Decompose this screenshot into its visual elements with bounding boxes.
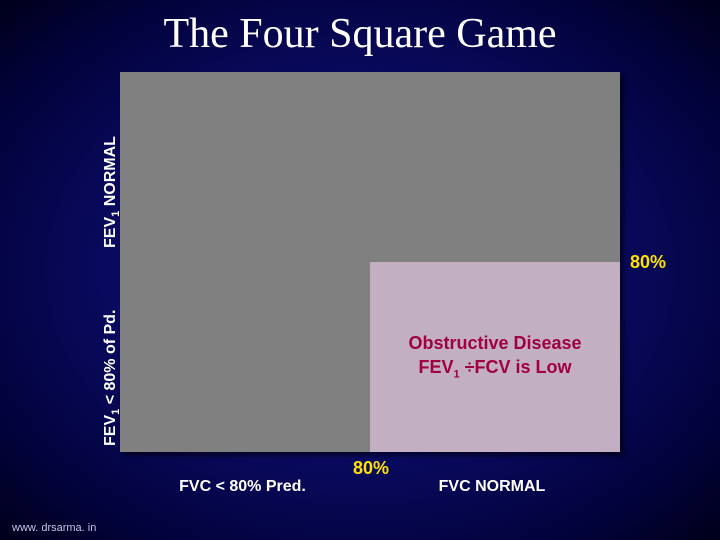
quad-br-pre: FEV [418, 357, 453, 377]
slide: The Four Square Game FEV1 NORMAL FEV1 < … [0, 0, 720, 540]
quad-br-post: ÷FCV is Low [460, 357, 572, 377]
quad-bottom-left [120, 262, 370, 452]
mid-label-80-x: 80% [353, 458, 389, 479]
footer-url: www. drsarma. in [12, 522, 96, 534]
y-upper-pre: FEV [102, 217, 119, 248]
four-square-grid: Obstructive Disease FEV1 ÷FCV is Low [120, 72, 620, 452]
quad-top-right [370, 72, 620, 262]
quad-br-content: Obstructive Disease FEV1 ÷FCV is Low [370, 262, 620, 452]
quad-top-left [120, 72, 370, 262]
y-lower-pre: FEV [102, 415, 119, 446]
quad-bottom-right: Obstructive Disease FEV1 ÷FCV is Low [370, 262, 620, 452]
x-axis-label-left: FVC < 80% Pred. [120, 478, 365, 496]
slide-title: The Four Square Game [0, 10, 720, 58]
mid-label-80-y: 80% [630, 252, 666, 273]
y-upper-post: NORMAL [102, 136, 119, 211]
x-axis: FVC < 80% Pred. FVC NORMAL [120, 478, 620, 496]
quad-br-line2: FEV1 ÷FCV is Low [418, 355, 571, 382]
y-lower-post: < 80% of Pd. [102, 310, 119, 409]
quad-br-line1: Obstructive Disease [408, 331, 581, 355]
x-axis-label-right: FVC NORMAL [369, 478, 614, 496]
